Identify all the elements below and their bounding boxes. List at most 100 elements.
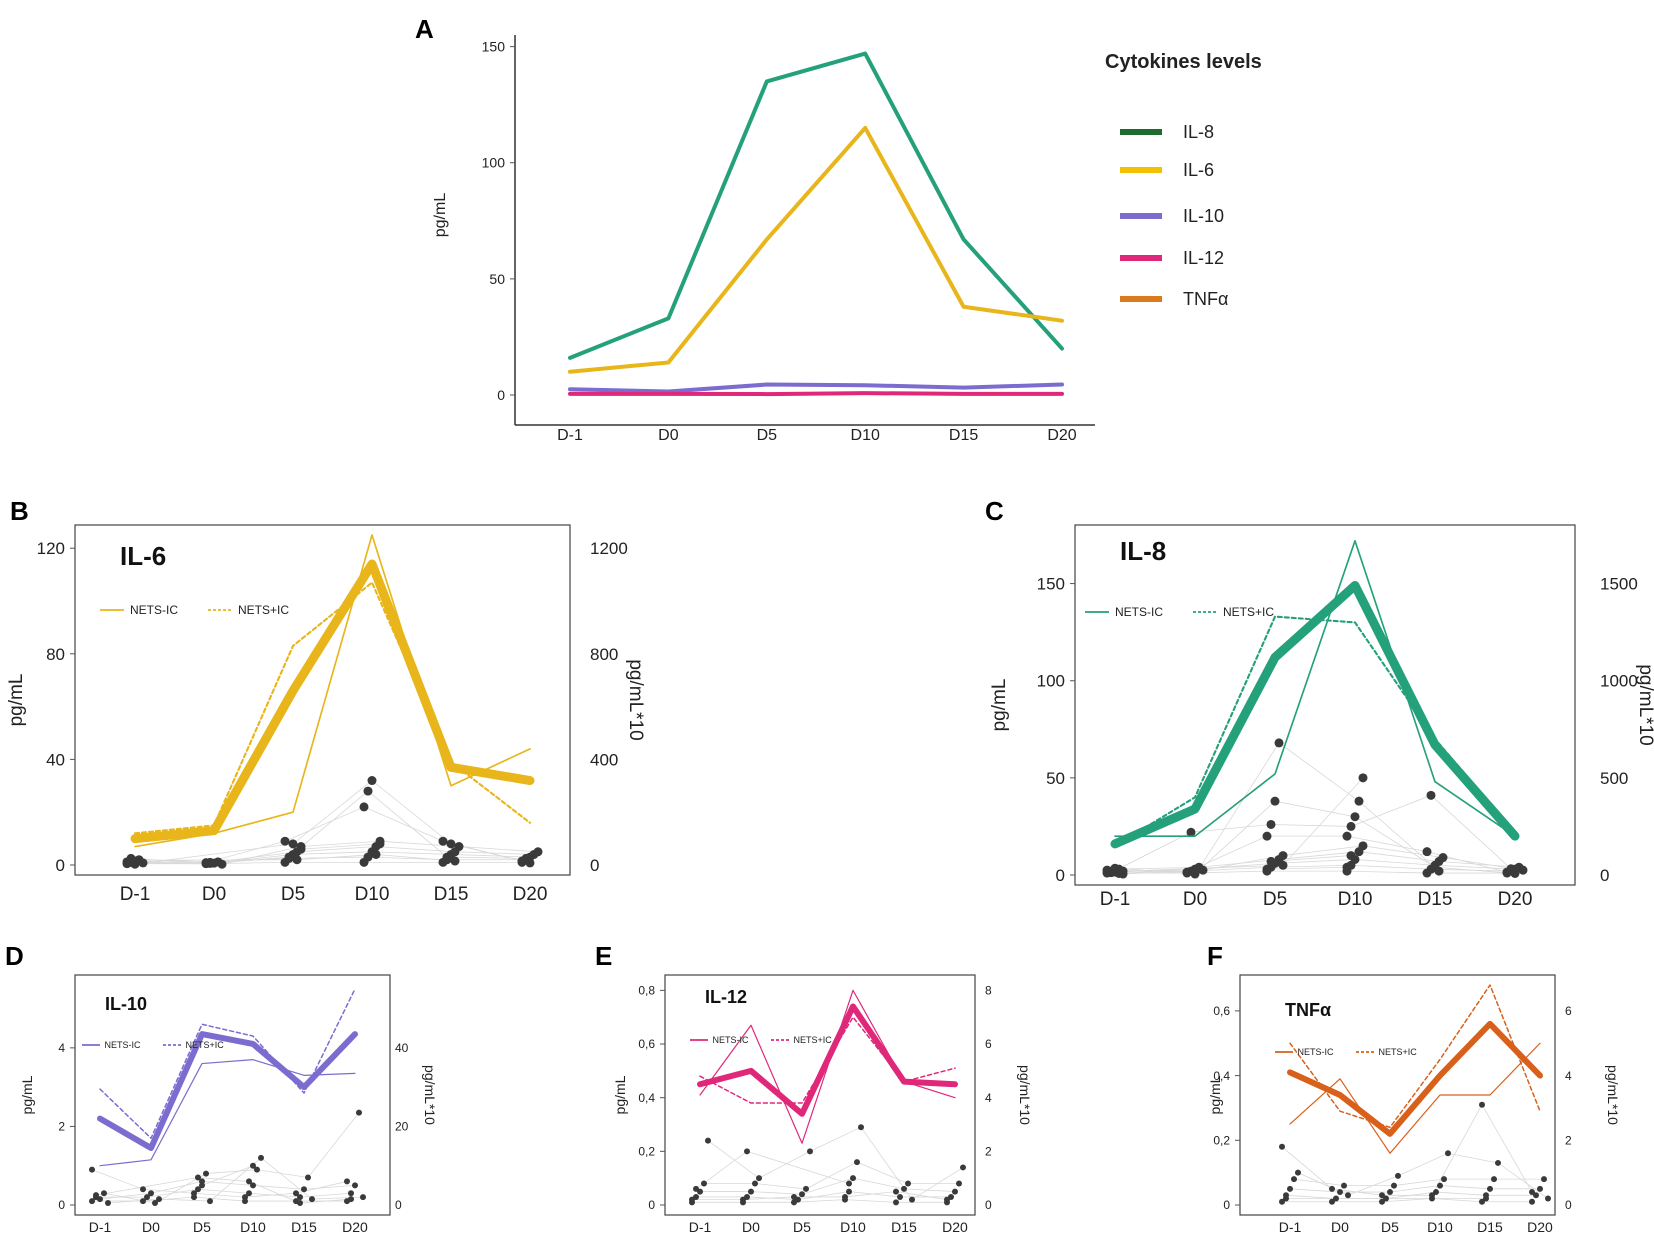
y2-tick-label: 4 xyxy=(985,1091,992,1105)
x-tick-label: D10 xyxy=(355,884,390,905)
x-tick-label: D10 xyxy=(1427,1219,1453,1234)
x-tick-label: D0 xyxy=(742,1219,760,1234)
legend-label: IL-12 xyxy=(1183,248,1224,268)
data-dot xyxy=(105,1200,111,1207)
panel-label: B xyxy=(10,496,29,526)
data-dot xyxy=(1278,851,1288,861)
y-tick-label: 120 xyxy=(37,539,65,558)
data-dot xyxy=(1379,1192,1385,1199)
dot-connector xyxy=(1118,851,1520,870)
x-tick-label: D5 xyxy=(757,427,778,444)
x-tick-label: D20 xyxy=(942,1219,968,1234)
data-dot xyxy=(1346,851,1356,861)
y2-tick-label: 1500 xyxy=(1600,575,1638,594)
legend-label: TNFα xyxy=(1183,289,1228,309)
y-tick-label: 0 xyxy=(648,1198,655,1212)
data-dot xyxy=(250,1182,256,1189)
data-dot xyxy=(144,1194,150,1201)
x-tick-label: D-1 xyxy=(120,884,151,905)
data-dot xyxy=(901,1185,907,1192)
y-tick-label: 0,4 xyxy=(1213,1069,1230,1083)
data-dot xyxy=(850,1175,856,1182)
x-tick-label: D10 xyxy=(1338,889,1373,910)
legend: NETS-IC NETS+IC xyxy=(690,1035,832,1045)
chart-title: IL-12 xyxy=(705,987,747,1007)
data-dot xyxy=(284,852,294,862)
data-dot xyxy=(301,1186,307,1193)
data-dot xyxy=(791,1193,797,1200)
y2-tick-label: 0 xyxy=(1565,1198,1572,1212)
data-dot xyxy=(450,856,460,866)
x-tick-label: D0 xyxy=(202,884,226,905)
y2-tick-label: 6 xyxy=(1565,1004,1572,1018)
data-dot xyxy=(740,1196,746,1203)
y-tick-label: 2 xyxy=(58,1120,65,1134)
legend-label: IL-6 xyxy=(1183,160,1214,180)
data-dot xyxy=(846,1188,852,1195)
x-tick-label: D15 xyxy=(291,1219,317,1234)
x-tick-label: D15 xyxy=(434,884,469,905)
x-tick-label: D10 xyxy=(840,1219,866,1234)
data-dot xyxy=(525,858,535,868)
x-tick-label: D15 xyxy=(1418,889,1453,910)
data-dot xyxy=(1541,1176,1547,1183)
y2-axis-title: pg/mL*10 xyxy=(1605,1065,1621,1125)
y-tick-label: 0,6 xyxy=(638,1037,655,1051)
data-dot xyxy=(689,1196,695,1203)
y-tick-label: 50 xyxy=(489,271,505,287)
data-dot xyxy=(1437,1182,1443,1189)
data-dot xyxy=(1329,1185,1335,1192)
dot-connector xyxy=(130,790,527,864)
series-line-mean xyxy=(97,1031,358,1152)
y-tick-label: 0,8 xyxy=(638,984,655,998)
dot-connector xyxy=(1293,1178,1544,1186)
dot-connector xyxy=(134,780,531,865)
data-dot xyxy=(1510,868,1520,878)
dot-connector xyxy=(700,1177,956,1195)
data-dot xyxy=(807,1148,813,1155)
data-dot xyxy=(1491,1176,1497,1183)
data-dot xyxy=(1479,1198,1485,1205)
data-dot xyxy=(956,1180,962,1187)
y-axis-title: pg/mL xyxy=(19,1075,35,1114)
series-line-mean xyxy=(1110,581,1520,849)
x-tick-label: D15 xyxy=(949,427,978,444)
data-dots xyxy=(122,776,543,869)
series-line-il-8 xyxy=(568,51,1064,360)
legend: Cytokines levels IL-8 IL-6 IL-10 IL-12 TNFα xyxy=(1105,51,1262,309)
panel-label: D xyxy=(5,941,24,971)
data-dot xyxy=(360,1194,366,1201)
x-tick-label: D10 xyxy=(240,1219,266,1234)
panel-label: A xyxy=(415,14,434,44)
plot-frame xyxy=(74,974,391,1216)
y2-tick-label: 0 xyxy=(590,856,599,875)
data-dot xyxy=(1350,812,1360,822)
data-dot xyxy=(1262,831,1272,841)
y-tick-label: 0 xyxy=(1223,1198,1230,1212)
y2-tick-label: 2 xyxy=(985,1145,992,1159)
data-dot xyxy=(909,1196,915,1203)
y-axis-title: pg/mL xyxy=(612,1075,628,1114)
series-line-il-12 xyxy=(568,391,1064,397)
data-dot xyxy=(292,855,302,865)
data-dot xyxy=(254,1166,260,1173)
x-tick-label: D0 xyxy=(658,427,679,444)
data-dot xyxy=(344,1178,350,1185)
data-dot xyxy=(348,1190,354,1197)
y-axis-title: pg/mL xyxy=(989,679,1010,732)
data-dot xyxy=(799,1191,805,1198)
series-line-nets-ic xyxy=(1114,540,1516,837)
data-dot xyxy=(1533,1192,1539,1199)
data-dot xyxy=(152,1200,158,1207)
data-dot xyxy=(246,1178,252,1185)
data-dot xyxy=(446,839,456,849)
data-dot xyxy=(748,1188,754,1195)
data-dot xyxy=(140,1186,146,1193)
data-dot xyxy=(1537,1185,1543,1192)
data-dot xyxy=(1422,847,1432,857)
data-dot xyxy=(1342,831,1352,841)
data-dot xyxy=(203,1170,209,1177)
legend: NETS-IC NETS+IC xyxy=(82,1040,224,1050)
